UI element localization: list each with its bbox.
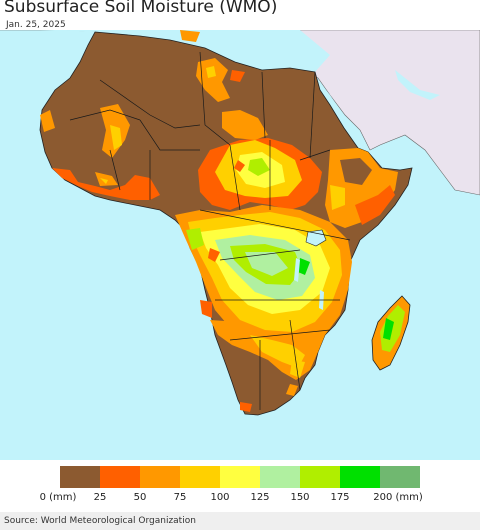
legend-label-0: 0 (mm)	[39, 492, 77, 503]
legend-label-4: 100	[210, 492, 230, 503]
legend-swatch-2	[100, 466, 140, 488]
legend-swatch-5	[220, 466, 260, 488]
legend-label-6: 150	[290, 492, 310, 503]
legend: 0 (mm) 25 50 75 100 125 150 175 200 (mm)	[0, 460, 480, 510]
legend-swatch-3	[140, 466, 180, 488]
legend-swatch-8	[340, 466, 380, 488]
red-sea	[318, 80, 368, 150]
legend-label-5: 125	[250, 492, 270, 503]
lake-tanganyika	[294, 258, 300, 282]
mediterranean	[40, 30, 330, 72]
legend-label-8: 200 (mm)	[373, 492, 423, 503]
legend-label-3: 75	[173, 492, 187, 503]
legend-label-1: 25	[93, 492, 107, 503]
source-footer: Source: World Meteorological Organizatio…	[0, 512, 480, 530]
legend-label-2: 50	[133, 492, 147, 503]
soil-moisture-map	[0, 30, 480, 460]
legend-swatch-4	[180, 466, 220, 488]
map-date: Jan. 25, 2025	[6, 20, 66, 30]
persian-gulf	[395, 70, 440, 100]
country-borders	[69, 51, 351, 410]
map-title: Subsurface Soil Moisture (WMO)	[4, 0, 278, 17]
legend-swatch-9	[380, 466, 420, 488]
legend-swatch-6	[260, 466, 300, 488]
legend-swatch-1	[60, 466, 100, 488]
legend-swatch-7	[300, 466, 340, 488]
legend-label-7: 175	[330, 492, 350, 503]
